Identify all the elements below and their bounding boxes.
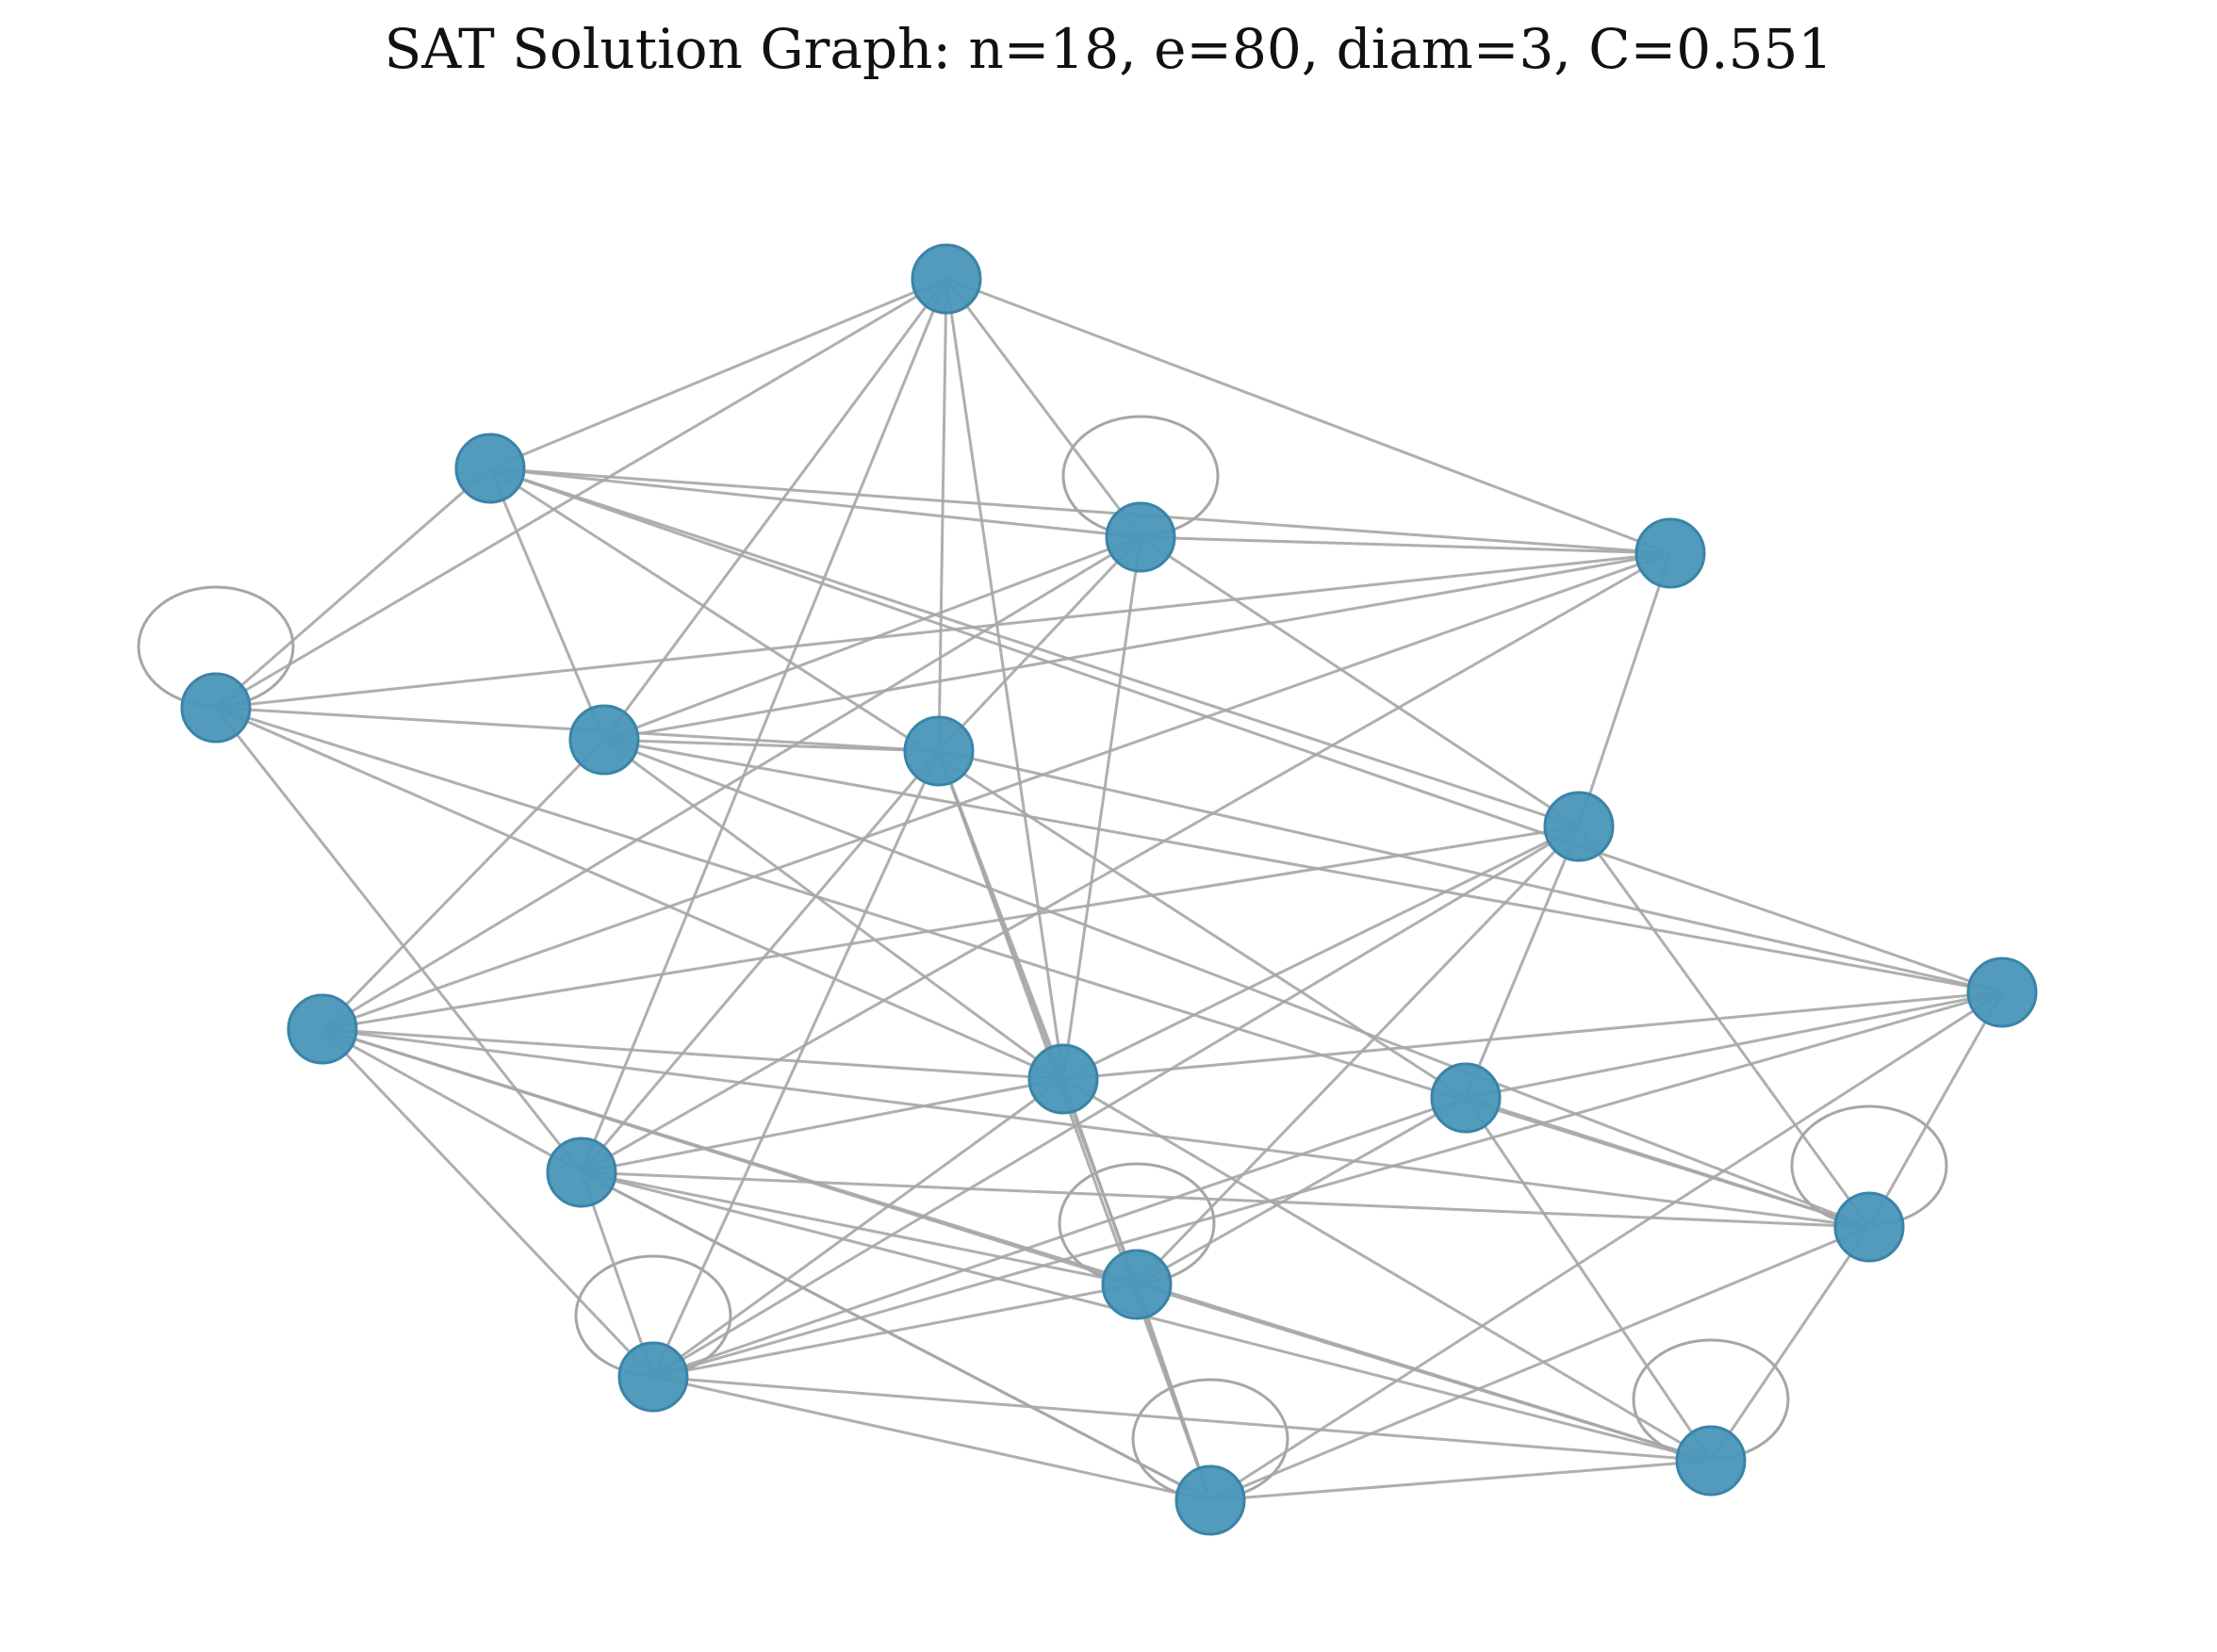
graph-node [911, 243, 982, 315]
graph-edge [215, 706, 1064, 1081]
graph-node [1634, 517, 1706, 589]
graph-edge [580, 750, 941, 1173]
graph-node [1027, 1043, 1099, 1115]
graph-edge [1136, 1096, 1467, 1286]
graph-edge [1062, 1077, 1712, 1463]
graph-edge [489, 466, 1141, 539]
graph-node [1543, 791, 1615, 862]
graph-edge [489, 466, 1671, 555]
graph-title: SAT Solution Graph: n=18, e=80, diam=3, … [384, 17, 1833, 81]
graph-edge [215, 551, 1671, 710]
graph-edge [1209, 1459, 1712, 1502]
graph-edge [488, 467, 606, 741]
graph-edge [603, 738, 940, 753]
graph-edge [321, 825, 1580, 1031]
graph-edge [652, 825, 1580, 1379]
graph-node [903, 715, 975, 787]
graph-edge [652, 1375, 1211, 1502]
graph-edge [1464, 826, 1581, 1099]
graph-edge [937, 535, 1142, 753]
graph-edge [1577, 552, 1672, 827]
graph-edge [603, 738, 2003, 994]
graph-edge [603, 738, 1870, 1229]
graph-node [1174, 1464, 1246, 1536]
graph-node [1966, 957, 2038, 1028]
graph-edge [1209, 990, 2003, 1502]
graph-edge [581, 1170, 1138, 1286]
graph-edge [1464, 1097, 1713, 1462]
graph-edge [1709, 1226, 1871, 1462]
graph-node [1675, 1425, 1747, 1497]
graph-edge [1062, 990, 2003, 1081]
graph-edge [1135, 825, 1581, 1286]
graph-edge [1867, 991, 2004, 1228]
graph-edge [1465, 1096, 1870, 1229]
graph-edge [944, 278, 1142, 538]
graph-edge [489, 277, 947, 470]
graph-edge [603, 551, 1671, 742]
graph-edge [652, 1375, 1712, 1463]
graph-edge [580, 278, 948, 1173]
graph-edge [489, 466, 1580, 828]
graph-edge [215, 706, 1870, 1229]
graph-edge [581, 1170, 1870, 1229]
graph-edge [1209, 1225, 1870, 1502]
graph-node [1101, 1249, 1173, 1320]
graph-edge [320, 1027, 655, 1379]
graph-edge [320, 738, 606, 1031]
graph-edge [321, 1027, 583, 1174]
graph-node [546, 1137, 617, 1208]
graph-edge [1135, 1284, 1212, 1501]
graph-edge [321, 551, 1671, 1031]
edges-layer [214, 277, 2004, 1502]
graph-node [1430, 1062, 1502, 1134]
graph-edge [652, 1096, 1467, 1379]
graph-edge [581, 551, 1671, 1174]
graph-edge [214, 707, 583, 1173]
graph-edge [944, 278, 1065, 1080]
graph-edge [321, 1027, 1064, 1081]
graph-edge [651, 750, 941, 1378]
graph-edge [321, 1027, 1870, 1229]
graph-edge [580, 1171, 655, 1378]
graph-edge [321, 1027, 1712, 1463]
graph-edge [489, 466, 1467, 1100]
graph-edge [1577, 826, 1871, 1228]
graph-edge [321, 535, 1141, 1031]
graph-edge [652, 1283, 1138, 1379]
graph-node [617, 1341, 689, 1413]
graph-edge [652, 990, 2003, 1379]
graph-node [568, 704, 640, 776]
graph-edge [1061, 536, 1142, 1080]
graph-edge [1062, 825, 1580, 1081]
graph-edge [581, 1077, 1064, 1174]
graph-node [287, 993, 358, 1065]
graph-edge [215, 466, 491, 710]
nodes-layer [180, 243, 2038, 1536]
graph-edge [1140, 535, 1671, 555]
graph-edge [945, 277, 1671, 555]
graph-edge [938, 749, 2003, 994]
graph-edge [602, 278, 948, 741]
graph-node [1833, 1191, 1905, 1263]
graph-node [454, 433, 526, 504]
graph-node [180, 672, 252, 744]
graph-edge [215, 277, 947, 710]
graph-edge [489, 466, 2003, 994]
graph-edge [1140, 535, 1580, 828]
graph-edge [603, 738, 1064, 1081]
graph-node [1105, 501, 1176, 573]
graph-edge [581, 1170, 1211, 1502]
graph-edge [1465, 990, 2003, 1100]
